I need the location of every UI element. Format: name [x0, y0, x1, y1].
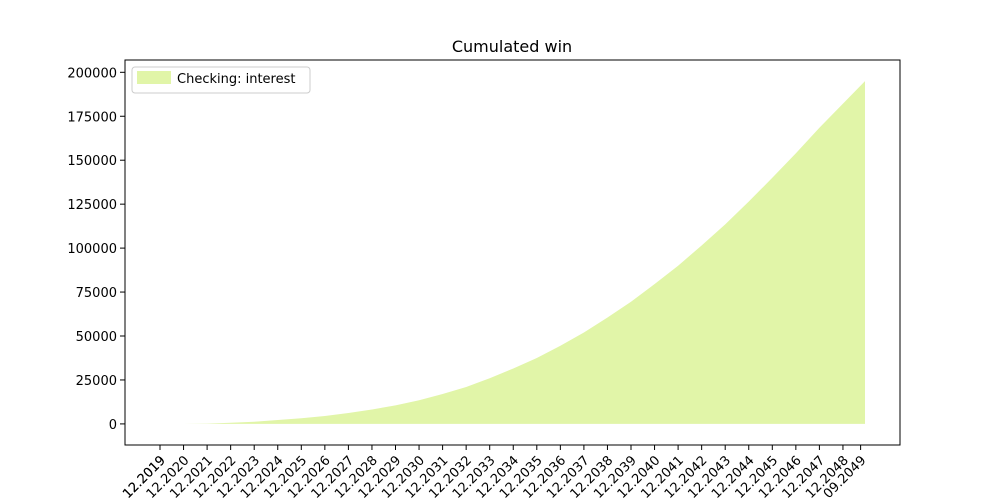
y-tick-label: 200000 — [67, 66, 117, 81]
legend-swatch — [137, 71, 171, 84]
y-tick-label: 175000 — [67, 110, 117, 125]
y-axis: 0 25000 50000 75000 100000 125000 150000 175000… — [67, 66, 125, 433]
legend-label: Checking: interest — [177, 72, 295, 87]
chart-title: Cumulated win — [452, 37, 572, 56]
y-tick-label: 100000 — [67, 242, 117, 257]
y-tick-label: 75000 — [76, 286, 117, 301]
y-tick-label: 150000 — [67, 154, 117, 169]
y-tick-label: 25000 — [76, 374, 117, 389]
y-tick-label: 50000 — [76, 330, 117, 345]
plot-frame — [124, 59, 901, 446]
legend: Checking: interest — [131, 66, 311, 94]
area-layer — [183, 81, 866, 424]
y-tick-label: 125000 — [67, 198, 117, 213]
y-tick-label: 0 — [109, 418, 117, 433]
area-series-checking-interest — [183, 81, 866, 424]
legend-box — [131, 66, 311, 94]
